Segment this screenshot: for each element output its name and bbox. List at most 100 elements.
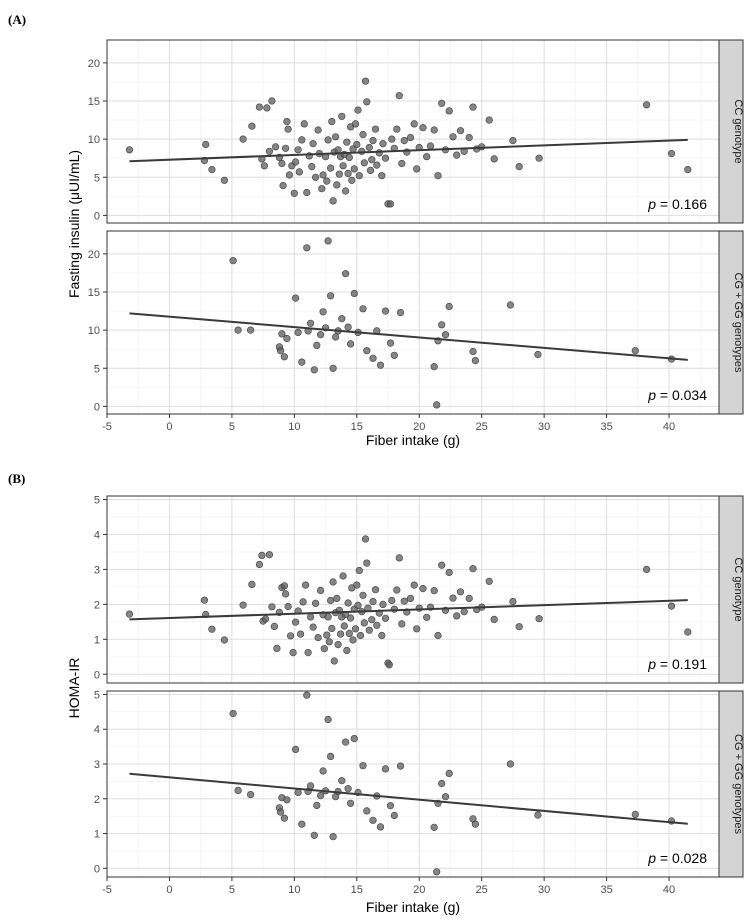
data-point bbox=[314, 126, 322, 134]
data-point bbox=[366, 166, 375, 174]
data-point bbox=[125, 146, 134, 154]
data-point bbox=[434, 631, 442, 640]
data-point bbox=[350, 734, 358, 743]
data-point bbox=[423, 153, 431, 161]
data-point bbox=[328, 117, 336, 126]
data-point bbox=[292, 745, 300, 754]
data-point bbox=[360, 159, 368, 167]
data-point bbox=[535, 615, 543, 623]
data-point bbox=[307, 613, 315, 621]
data-point bbox=[342, 187, 350, 195]
data-point bbox=[310, 831, 318, 839]
y-tick-label: 5 bbox=[94, 172, 100, 184]
data-point bbox=[445, 769, 453, 778]
data-point bbox=[381, 154, 390, 162]
data-point bbox=[332, 133, 340, 141]
y-tick-label: 0 bbox=[94, 401, 100, 413]
data-point bbox=[247, 326, 255, 334]
data-point bbox=[406, 134, 415, 142]
data-point bbox=[283, 117, 291, 126]
data-point bbox=[393, 586, 401, 594]
data-point bbox=[334, 146, 342, 154]
data-point bbox=[239, 135, 247, 143]
data-point bbox=[292, 618, 300, 626]
y-tick-label: 15 bbox=[88, 287, 100, 299]
data-point bbox=[298, 136, 306, 144]
x-tick-label: 15 bbox=[351, 884, 363, 896]
facet-strip bbox=[718, 39, 744, 224]
data-point bbox=[312, 599, 320, 607]
data-point bbox=[398, 159, 406, 168]
data-point bbox=[419, 124, 427, 132]
data-point bbox=[339, 572, 347, 580]
data-point bbox=[353, 581, 361, 589]
x-tick-label: 15 bbox=[351, 421, 363, 433]
data-point bbox=[208, 166, 216, 174]
data-point bbox=[307, 782, 315, 790]
data-point bbox=[229, 257, 237, 265]
data-point bbox=[309, 140, 317, 148]
data-point bbox=[449, 133, 457, 141]
data-point bbox=[332, 333, 340, 341]
data-point bbox=[268, 97, 276, 105]
y-tick-label: 1 bbox=[94, 829, 100, 841]
plot-background bbox=[107, 496, 719, 683]
x-tick-label: 5 bbox=[229, 421, 235, 433]
data-point bbox=[202, 140, 210, 149]
data-point bbox=[433, 868, 441, 876]
data-point bbox=[317, 791, 325, 800]
panel-a-label: (A) bbox=[8, 12, 26, 27]
data-point bbox=[396, 309, 405, 317]
x-tick-label: 0 bbox=[166, 421, 172, 433]
data-point bbox=[284, 125, 292, 133]
data-point bbox=[485, 116, 493, 124]
data-point bbox=[385, 661, 393, 669]
data-point bbox=[220, 636, 228, 644]
p-value-label: p = 0.191 bbox=[647, 656, 707, 672]
p-value-label: p = 0.166 bbox=[647, 196, 707, 212]
data-point bbox=[350, 289, 358, 298]
data-point bbox=[506, 301, 515, 309]
data-point bbox=[283, 796, 291, 804]
data-point bbox=[376, 823, 385, 831]
x-tick-label: 0 bbox=[166, 884, 172, 896]
data-point bbox=[363, 807, 371, 815]
data-point bbox=[445, 107, 453, 115]
y-tick-label: 0 bbox=[94, 210, 100, 222]
data-point bbox=[348, 176, 356, 184]
data-point bbox=[359, 762, 367, 770]
data-point bbox=[469, 103, 477, 111]
y-tick-label: 20 bbox=[88, 249, 100, 261]
data-point bbox=[303, 244, 311, 252]
data-point bbox=[441, 331, 450, 339]
data-point bbox=[350, 165, 358, 173]
data-point bbox=[388, 596, 396, 605]
y-tick-label: 15 bbox=[88, 96, 100, 108]
data-point bbox=[303, 188, 311, 197]
data-point bbox=[363, 559, 371, 567]
data-point bbox=[373, 161, 381, 169]
data-point bbox=[386, 200, 395, 208]
data-point bbox=[324, 237, 332, 245]
data-point bbox=[351, 120, 360, 128]
data-point bbox=[335, 170, 343, 178]
data-point bbox=[312, 173, 320, 181]
data-point bbox=[280, 353, 289, 361]
data-point bbox=[438, 321, 446, 329]
data-point bbox=[318, 185, 326, 193]
data-point bbox=[125, 610, 134, 618]
data-point bbox=[280, 582, 289, 590]
x-tick-label: 30 bbox=[538, 884, 550, 896]
y-tick-label: 1 bbox=[94, 634, 100, 646]
y-tick-label: 5 bbox=[94, 689, 100, 701]
data-point bbox=[334, 640, 342, 649]
data-point bbox=[343, 138, 351, 146]
data-point bbox=[327, 292, 335, 300]
data-point bbox=[465, 134, 473, 142]
data-point bbox=[365, 143, 373, 152]
data-point bbox=[381, 307, 390, 315]
p-value-label: p = 0.028 bbox=[647, 850, 707, 866]
data-point bbox=[469, 347, 477, 356]
panel-b-y-axis-title: HOMA-IR bbox=[66, 658, 82, 719]
x-tick-label: 5 bbox=[229, 884, 235, 896]
